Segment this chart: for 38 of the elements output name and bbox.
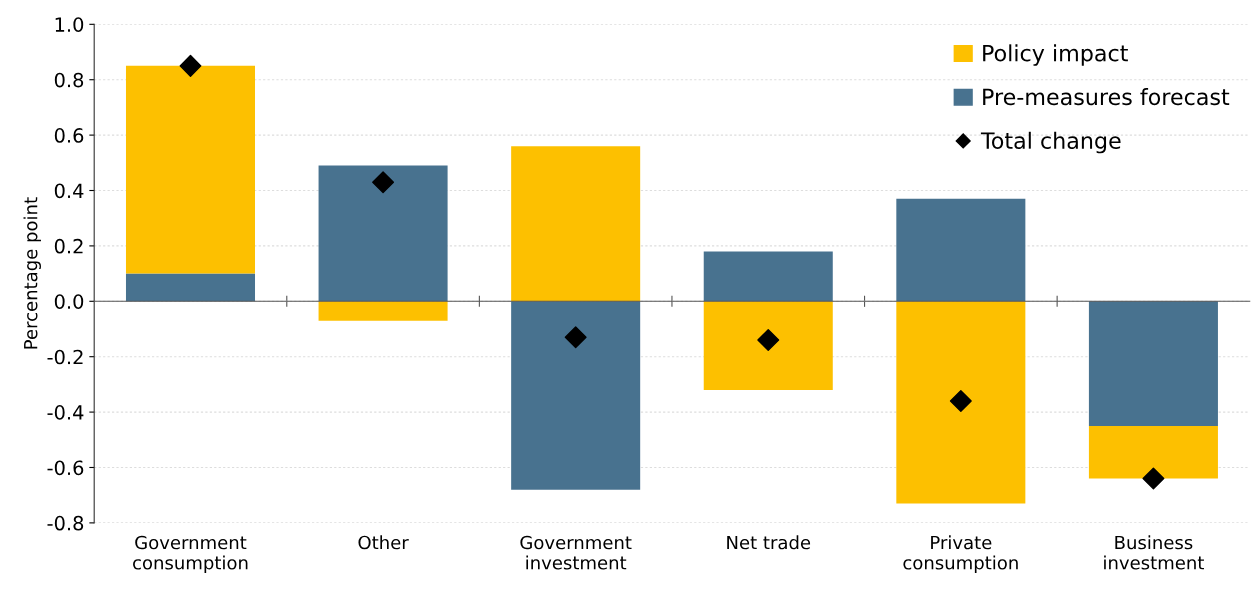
point bbox=[564, 326, 587, 349]
point bbox=[757, 329, 780, 352]
bar bbox=[511, 146, 641, 302]
bar bbox=[1088, 301, 1218, 426]
y-tick-label: -0.8 bbox=[47, 515, 84, 531]
bar bbox=[125, 65, 256, 274]
y-tick-label: 0.0 bbox=[54, 294, 84, 309]
y-tick-label: -0.2 bbox=[47, 349, 83, 365]
x-tick-label: Net trade bbox=[727, 535, 811, 550]
legend-label: Total change bbox=[980, 131, 1121, 154]
y-tick-label: 0.8 bbox=[54, 72, 84, 88]
legend-label: Pre-measures forecast bbox=[983, 88, 1230, 106]
bar bbox=[896, 301, 1026, 504]
point bbox=[179, 54, 202, 77]
y-tick-label: 1.0 bbox=[55, 17, 84, 32]
y-tick-label: -0.4 bbox=[47, 405, 84, 420]
legend-label: Policy impact bbox=[983, 44, 1128, 66]
bar bbox=[703, 251, 833, 302]
bar bbox=[1088, 425, 1218, 479]
bar bbox=[896, 198, 1026, 302]
x-tick-label: Private consumption bbox=[903, 535, 1018, 574]
point bbox=[949, 390, 972, 413]
y-tick-label: 0.2 bbox=[54, 238, 83, 254]
bar bbox=[318, 165, 448, 302]
bar bbox=[318, 301, 448, 321]
y-axis-title: Percentage point bbox=[23, 197, 41, 349]
x-tick-label: Government consumption bbox=[133, 535, 248, 574]
point bbox=[372, 171, 395, 194]
x-tick-label: Business investment bbox=[1104, 535, 1204, 570]
y-tick-label: 0.6 bbox=[54, 128, 84, 143]
x-tick-label: Government investment bbox=[520, 535, 632, 570]
x-tick-label: Other bbox=[358, 535, 409, 550]
y-tick-label: -0.6 bbox=[47, 460, 84, 476]
point bbox=[1142, 467, 1165, 490]
bar bbox=[511, 301, 641, 490]
bar bbox=[125, 273, 256, 302]
y-tick-label: 0.4 bbox=[54, 183, 84, 199]
bar bbox=[703, 301, 833, 390]
